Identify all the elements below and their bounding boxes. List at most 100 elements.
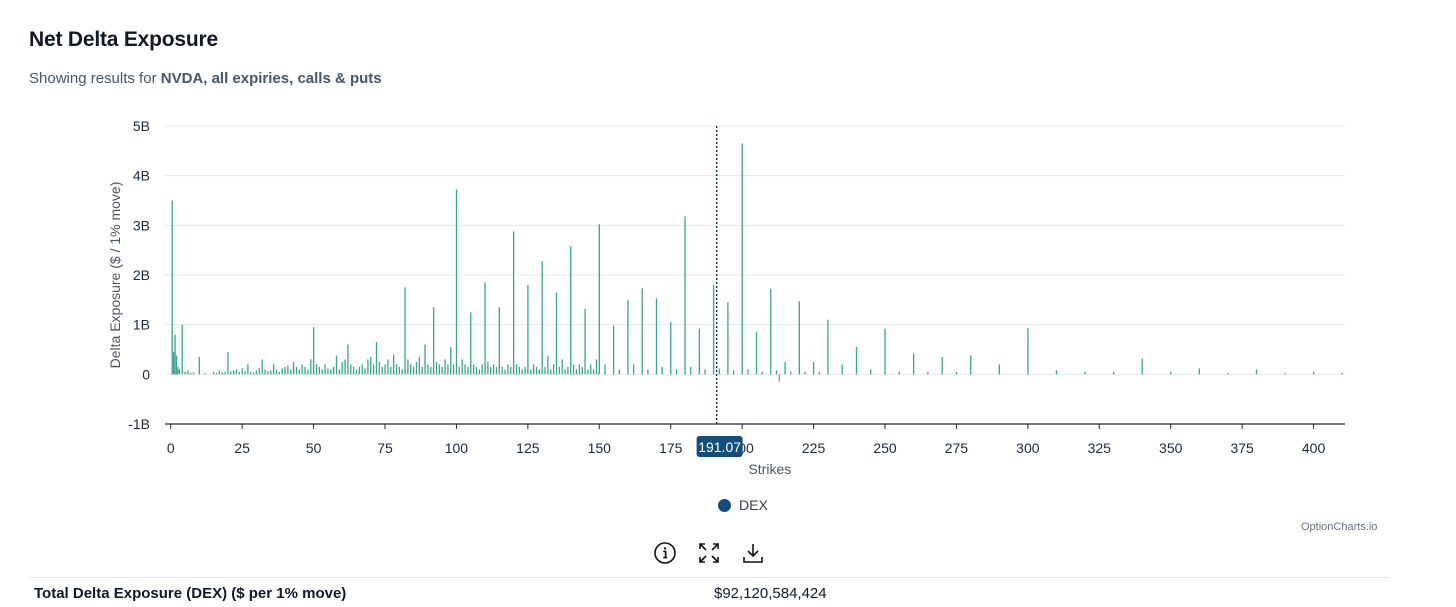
- dex-bar: [190, 372, 192, 375]
- dex-bar: [1027, 328, 1029, 375]
- total-dex-value: $92,120,584,424: [714, 585, 827, 602]
- spot-price-badge: [696, 436, 743, 457]
- dex-bar: [187, 370, 189, 375]
- dex-bar: [430, 366, 432, 375]
- dex-bar: [418, 356, 420, 375]
- dex-bar: [352, 366, 355, 375]
- dex-bar: [178, 369, 180, 375]
- dex-bar: [955, 371, 958, 375]
- download-button[interactable]: [740, 540, 766, 566]
- y-tick-label: 1B: [133, 317, 150, 333]
- info-button[interactable]: [652, 540, 678, 566]
- dex-bar: [312, 327, 315, 375]
- dex-bar: [541, 261, 543, 375]
- dex-bar: [572, 364, 575, 375]
- dex-bar: [510, 366, 512, 375]
- dex-bar: [327, 368, 329, 375]
- dex-bar: [184, 371, 186, 375]
- dex-bar: [372, 364, 375, 375]
- total-dex-label: Total Delta Exposure (DEX) ($ per 1% mov…: [34, 585, 347, 602]
- dex-bar: [804, 371, 806, 375]
- dex-bar: [770, 288, 772, 375]
- dex-bar: [1284, 372, 1286, 375]
- dex-bar: [307, 369, 309, 375]
- dex-bar: [412, 366, 415, 375]
- x-tick-label: 300: [1016, 440, 1040, 456]
- dex-bar: [581, 366, 583, 375]
- dex-bar: [1141, 358, 1143, 375]
- dex-bar: [204, 373, 206, 375]
- dex-bar: [547, 355, 549, 375]
- dex-bar: [712, 284, 715, 375]
- dex-bar: [532, 364, 535, 375]
- dex-bar: [498, 307, 500, 375]
- x-axis-title: Strikes: [748, 461, 791, 477]
- dex-bar: [778, 374, 780, 382]
- dex-bar: [755, 332, 758, 375]
- y-tick-label: 2B: [133, 267, 150, 283]
- dex-bar: [495, 366, 498, 375]
- dex-bar: [304, 366, 306, 375]
- dex-bar: [475, 366, 478, 375]
- dex-bar: [592, 369, 595, 375]
- dex-bar: [370, 356, 372, 375]
- dex-bar: [812, 361, 815, 375]
- fullscreen-button[interactable]: [696, 540, 722, 566]
- dex-bar: [215, 372, 218, 375]
- x-tick-label: 100: [445, 440, 469, 456]
- x-tick-label: 325: [1088, 440, 1112, 456]
- dex-bar: [555, 292, 558, 375]
- dex-bar: [612, 325, 615, 375]
- x-tick-label: 275: [945, 440, 969, 456]
- dex-bar: [390, 366, 392, 375]
- dex-bar: [221, 372, 223, 375]
- dex-bar: [250, 371, 252, 375]
- dex-bar: [761, 371, 763, 375]
- dex-bar: [524, 366, 526, 375]
- dex-bar: [467, 366, 469, 375]
- dex-bar: [490, 366, 492, 375]
- dex-bar: [401, 369, 403, 375]
- dex-bar: [501, 366, 503, 375]
- dex-bar: [298, 369, 300, 375]
- dex-bar: [255, 370, 258, 375]
- dex-bar: [350, 364, 352, 375]
- dex-bar: [301, 364, 303, 375]
- dex-bar: [570, 246, 572, 375]
- dex-bar-chart[interactable]: -1B 0 1B 2B 3B 4B 5B Delta Exposure ($ / 1% mov…: [0, 0, 1456, 490]
- dex-bar: [364, 368, 366, 375]
- dex-bar: [775, 370, 778, 375]
- dex-bar: [1227, 372, 1229, 375]
- dex-bar: [321, 369, 323, 375]
- dex-bar: [587, 369, 589, 375]
- dex-bar: [632, 364, 635, 375]
- dex-bar: [472, 364, 475, 375]
- dex-bar: [447, 364, 449, 375]
- dex-bar: [670, 322, 672, 375]
- dex-bar: [1198, 368, 1200, 375]
- dex-bar: [227, 351, 229, 375]
- chart-toolbar: [652, 540, 766, 566]
- x-tick-label: 75: [377, 440, 393, 456]
- dex-bar: [421, 366, 423, 375]
- dex-bar: [458, 366, 460, 375]
- subtitle-selection: NVDA, all expiries, calls & puts: [160, 70, 382, 87]
- chart-legend[interactable]: DEX: [718, 497, 768, 513]
- chart-gridlines: [165, 125, 1345, 425]
- y-tick-label: 3B: [133, 217, 150, 233]
- dex-bar: [261, 359, 263, 375]
- dex-bar: [641, 288, 643, 375]
- dex-bar: [590, 364, 592, 375]
- dex-bar: [675, 369, 678, 375]
- dex-bar: [292, 361, 295, 375]
- dex-bar: [927, 371, 929, 375]
- x-tick-label: 125: [516, 440, 540, 456]
- dex-bar: [432, 307, 435, 375]
- dex-bar: [281, 368, 283, 375]
- info-circle-icon: [654, 542, 676, 564]
- y-tick-label: 4B: [133, 168, 150, 184]
- dex-bar: [698, 328, 700, 375]
- y-tick-label: 0: [142, 366, 150, 382]
- dex-bar: [618, 369, 620, 375]
- dex-bar: [455, 189, 458, 375]
